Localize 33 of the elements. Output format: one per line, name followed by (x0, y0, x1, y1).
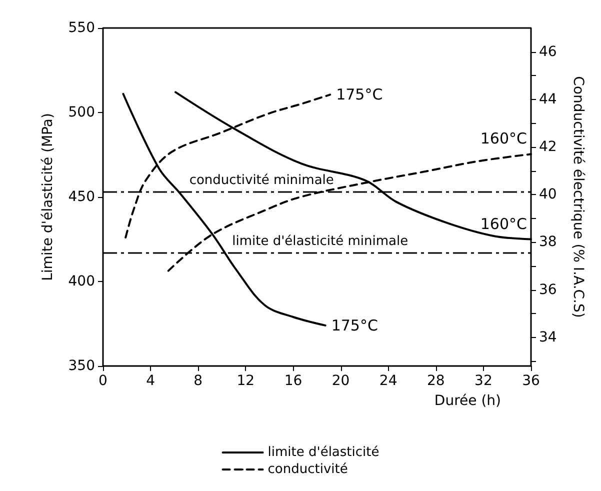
x-tick-label: 8 (194, 373, 203, 389)
ref-line-label: conductivité minimale (189, 173, 334, 188)
y2-tick-label: 46 (539, 44, 557, 60)
annotation: 160°C (480, 214, 527, 233)
y2-tick-label: 36 (539, 282, 557, 298)
x-tick-label: 12 (236, 373, 255, 389)
legend-label: conductivité (268, 462, 348, 477)
x-tick-label: 36 (522, 373, 540, 389)
annotation: 175°C (331, 316, 378, 334)
y2-tick-label: 44 (539, 91, 557, 108)
y2-tick-label: 42 (539, 139, 557, 156)
y-tick-label: 500 (68, 104, 95, 120)
x-tick-label: 20 (332, 373, 350, 389)
x-tick-label: 32 (474, 373, 492, 389)
ref-line-label: limite d'élasticité minimale (232, 234, 408, 249)
x-tick-label: 0 (98, 373, 108, 389)
y-tick-label: 350 (68, 358, 95, 374)
x-tick-label: 28 (426, 373, 445, 389)
x-axis-title: Durée (h) (434, 393, 501, 409)
y2-tick-label: 34 (539, 329, 557, 346)
x-tick-label: 24 (379, 373, 398, 389)
y-tick-label: 450 (68, 189, 95, 205)
x-tick-label: 4 (146, 373, 156, 389)
x-tick-label: 16 (284, 373, 302, 389)
annotation: 160°C (480, 130, 527, 148)
y2-axis-title: Conductivité électrique (% I.A.C.S) (570, 76, 586, 318)
y-tick-label: 550 (68, 20, 95, 36)
y2-tick-label: 38 (539, 234, 557, 250)
legend-label: limite d'élasticité (268, 445, 380, 460)
y2-tick-label: 40 (539, 186, 557, 203)
annotation: 175°C (336, 86, 383, 104)
y-axis-title: Limite d'élasticité (MPa) (40, 113, 56, 281)
y-tick-label: 400 (68, 274, 95, 290)
